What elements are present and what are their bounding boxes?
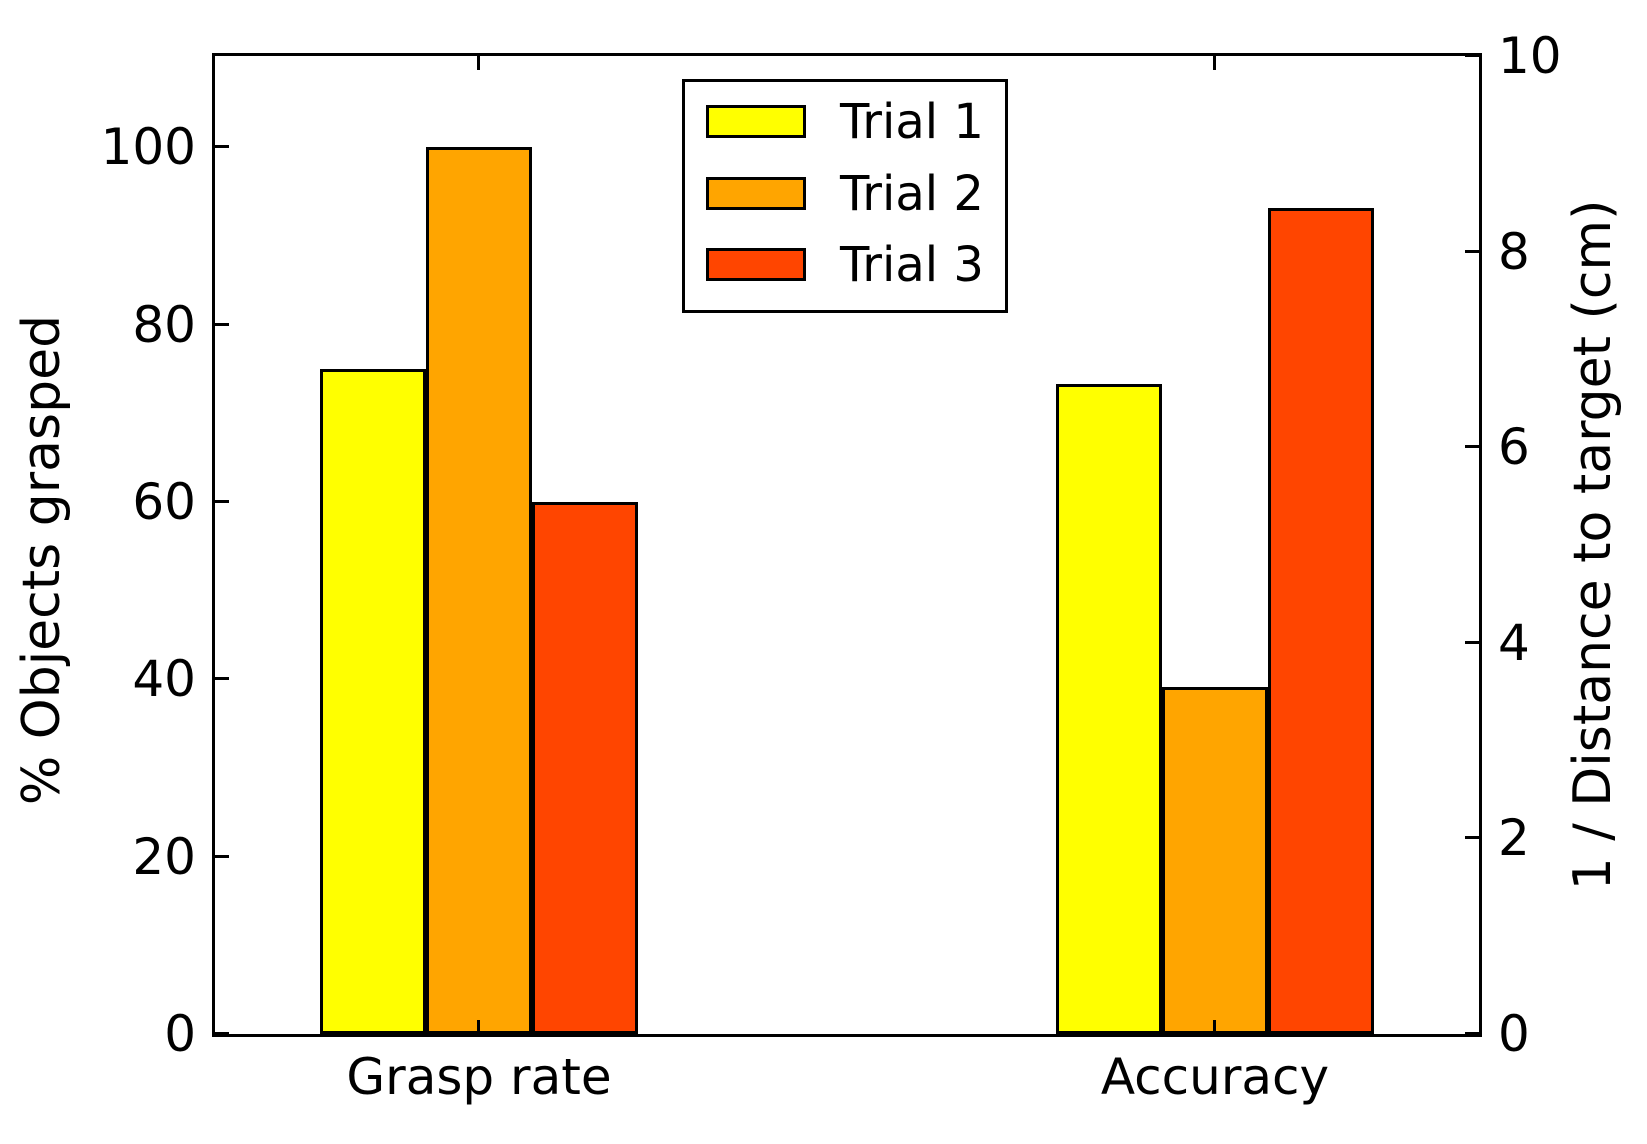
bar-accuracy-trial-3 — [1268, 208, 1374, 1034]
right-tick-6 — [1465, 445, 1479, 448]
left-tick-label-100: 100 — [100, 118, 196, 176]
right-tick-0 — [1465, 1032, 1479, 1035]
left-tick-100 — [215, 145, 229, 148]
left-tick-40 — [215, 677, 229, 680]
right-tick-label-6: 6 — [1498, 418, 1530, 476]
left-tick-0 — [215, 1032, 229, 1035]
x-tick-label-accuracy: Accuracy — [1100, 1048, 1330, 1106]
legend-swatch-trial-3 — [706, 248, 806, 281]
legend: Trial 1 Trial 2 Trial 3 — [682, 79, 1008, 313]
x-tick-bottom-accuracy — [1213, 1020, 1216, 1034]
right-tick-8 — [1465, 250, 1479, 253]
right-y-axis-label: 1 / Distance to target (cm) — [1563, 199, 1623, 891]
right-tick-label-10: 10 — [1498, 27, 1562, 85]
right-tick-10 — [1465, 54, 1479, 57]
x-tick-top-accuracy — [1213, 56, 1216, 70]
bar-grasp-rate-trial-1 — [320, 369, 426, 1034]
x-tick-bottom-grasp-rate — [477, 1020, 480, 1034]
bar-accuracy-trial-1 — [1056, 384, 1162, 1034]
legend-label-trial-2: Trial 2 — [840, 166, 984, 222]
bar-grasp-rate-trial-3 — [532, 502, 638, 1034]
left-tick-60 — [215, 500, 229, 503]
x-tick-label-grasp-rate: Grasp rate — [346, 1048, 612, 1106]
legend-label-trial-1: Trial 1 — [840, 94, 984, 150]
left-tick-label-20: 20 — [132, 828, 196, 886]
right-tick-label-0: 0 — [1498, 1005, 1530, 1063]
x-tick-top-grasp-rate — [477, 56, 480, 70]
legend-swatch-trial-1 — [706, 105, 806, 138]
left-tick-20 — [215, 855, 229, 858]
legend-swatch-trial-2 — [706, 177, 806, 210]
left-tick-label-60: 60 — [132, 473, 196, 531]
right-tick-label-2: 2 — [1498, 809, 1530, 867]
legend-label-trial-3: Trial 3 — [840, 237, 984, 293]
left-tick-label-0: 0 — [164, 1005, 196, 1063]
left-tick-80 — [215, 323, 229, 326]
left-tick-label-80: 80 — [132, 296, 196, 354]
right-tick-label-4: 4 — [1498, 614, 1530, 672]
right-tick-label-8: 8 — [1498, 223, 1530, 281]
bar-grasp-rate-trial-2 — [426, 147, 532, 1034]
bar-accuracy-trial-2 — [1162, 687, 1268, 1034]
left-tick-label-40: 40 — [132, 650, 196, 708]
right-tick-4 — [1465, 641, 1479, 644]
right-tick-2 — [1465, 836, 1479, 839]
